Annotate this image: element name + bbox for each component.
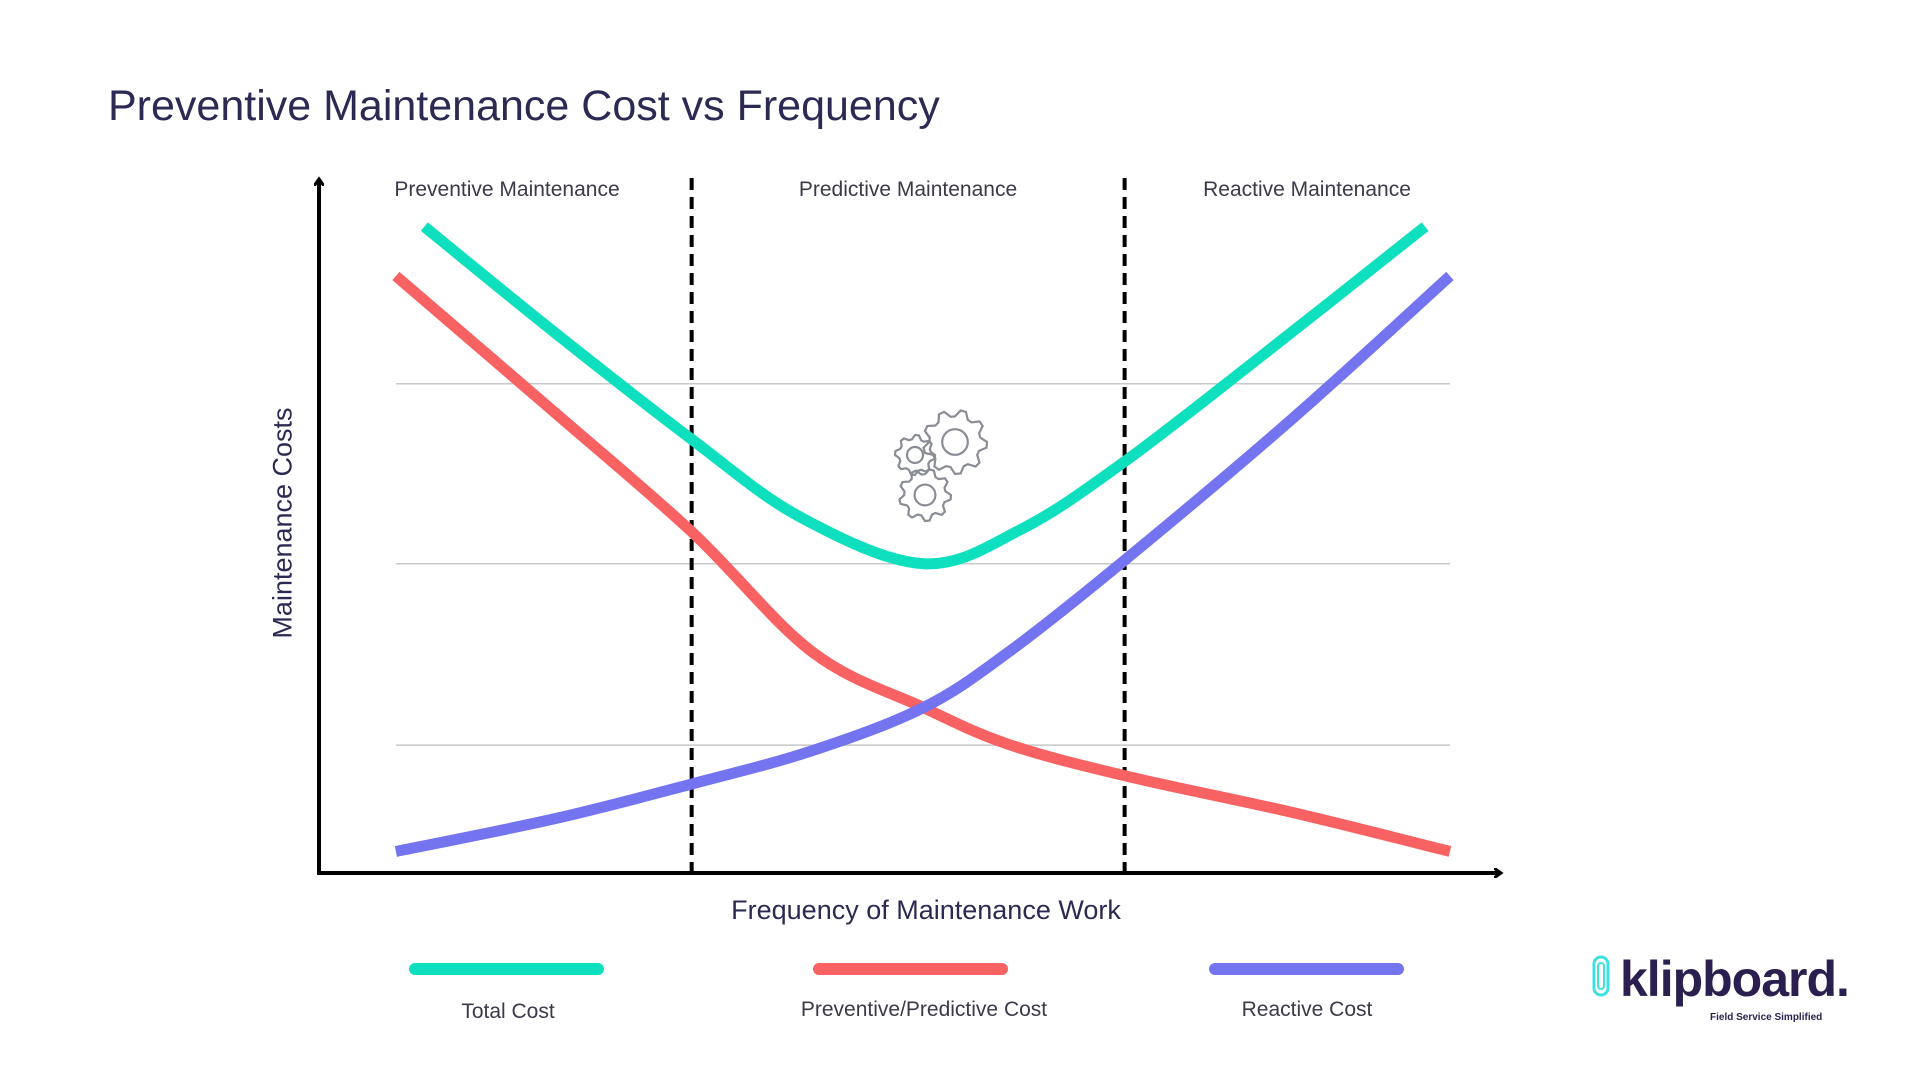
gear-hole bbox=[913, 483, 937, 507]
gear-shape bbox=[922, 409, 989, 476]
gear-hole bbox=[941, 428, 969, 456]
chart-title: Preventive Maintenance Cost vs Frequency bbox=[108, 82, 940, 130]
region-label-reactive: Reactive Maintenance bbox=[1203, 178, 1411, 201]
legend-label-preventive-cost: Preventive/Predictive Cost bbox=[800, 998, 1048, 1021]
gear-shape bbox=[898, 468, 953, 523]
x-axis-label: Frequency of Maintenance Work bbox=[731, 895, 1121, 925]
series-line-reactive-cost bbox=[394, 271, 1454, 857]
logo-tagline: Field Service Simplified bbox=[1710, 1012, 1823, 1023]
klipboard-logo: klipboard. Field Service Simplified bbox=[1588, 950, 1850, 1030]
region-label-predictive: Predictive Maintenance bbox=[798, 178, 1018, 201]
region-label-preventive: Preventive Maintenance bbox=[394, 178, 620, 201]
gears-icon bbox=[893, 409, 989, 523]
paperclip-icon bbox=[1592, 955, 1610, 997]
series-line-total-cost bbox=[420, 222, 1429, 570]
gear-shape bbox=[893, 433, 937, 477]
series-line-preventive-predictive-cost bbox=[392, 271, 1452, 857]
legend-swatch-reactive-cost bbox=[1209, 963, 1404, 975]
logo-wordmark: klipboard. bbox=[1620, 951, 1850, 1007]
legend-swatch-preventive-cost bbox=[813, 963, 1008, 975]
gear-hole bbox=[905, 445, 925, 465]
legend-swatch-total-cost bbox=[409, 963, 604, 975]
legend-label-total-cost: Total Cost bbox=[461, 1000, 555, 1023]
legend-label-reactive-cost: Reactive Cost bbox=[1241, 998, 1373, 1021]
y-axis-label: Maintenance Costs bbox=[267, 407, 298, 639]
